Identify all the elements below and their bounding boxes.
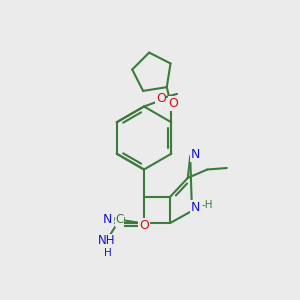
Text: N: N [103, 213, 112, 226]
Text: O: O [139, 219, 149, 232]
Text: -H: -H [202, 200, 213, 211]
Text: H: H [104, 248, 112, 258]
Text: O: O [156, 92, 166, 105]
Text: NH: NH [98, 234, 116, 248]
Text: C: C [115, 213, 124, 226]
Text: O: O [169, 97, 178, 110]
Text: N: N [191, 148, 200, 161]
Text: N: N [190, 201, 200, 214]
